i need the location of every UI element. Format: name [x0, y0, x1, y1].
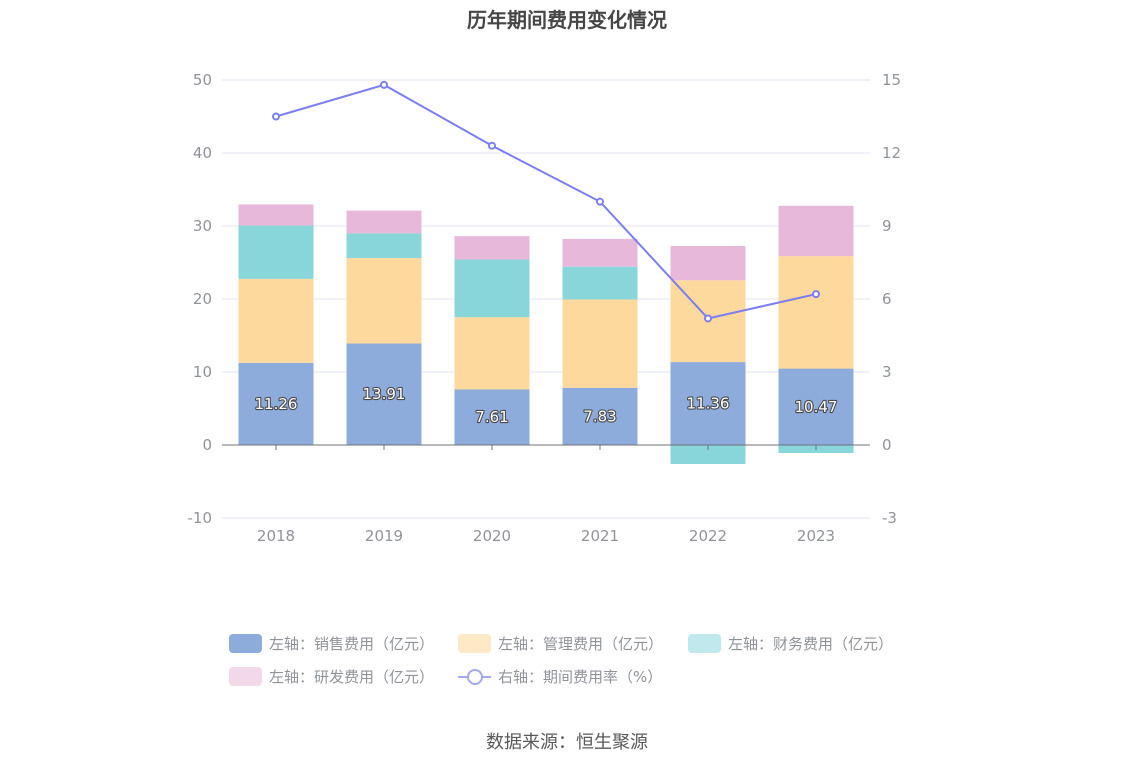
- right-tick-label: 6: [882, 290, 892, 308]
- rate-point: [488, 141, 496, 150]
- bar-sales-2023: [778, 368, 854, 445]
- legend-swatch-sales: [229, 633, 262, 653]
- x-tick-label: 2020: [473, 527, 511, 545]
- legend-line-marker-icon: [458, 667, 491, 686]
- bar-rd-2022: [670, 246, 746, 281]
- left-tick-label: 50: [193, 71, 212, 89]
- legend-label-finance: 左轴：财务费用（亿元）: [728, 634, 894, 653]
- right-tick-label: 9: [882, 217, 892, 235]
- x-axis: [222, 444, 870, 450]
- bar-sales-2022: [670, 362, 746, 445]
- bar-finance-2018: [238, 225, 314, 279]
- rate-line: [272, 80, 820, 323]
- legend-swatch-admin: [458, 633, 491, 653]
- x-tick-label: 2021: [581, 527, 619, 545]
- legend-label-rd: 左轴：研发费用（亿元）: [269, 667, 435, 686]
- legend-swatch-finance: [688, 633, 721, 653]
- legend-item-rd[interactable]: 左轴：研发费用（亿元）: [229, 663, 434, 689]
- gridlines: [222, 79, 870, 519]
- x-tick-label: 2022: [689, 527, 727, 545]
- left-tick-label: 0: [202, 436, 212, 454]
- tick-labels: -10 0 10 20 30 40 50 -3 0 3 6 9 12 15 2018 2019 2020 2021…: [188, 71, 902, 545]
- bar-admin-2018: [238, 278, 314, 363]
- data-label-sales: 11.26: [255, 395, 298, 413]
- bar-admin-2023: [778, 256, 854, 369]
- left-tick-label: -10: [188, 509, 213, 527]
- data-label-sales: 7.83: [583, 407, 616, 425]
- bar-rd-2018: [238, 204, 314, 226]
- bar-admin-2021: [562, 299, 638, 388]
- bar-rd-2020: [454, 236, 530, 260]
- legend-swatch-rd: [229, 666, 262, 686]
- right-tick-label: 15: [882, 71, 901, 89]
- right-tick-label: 3: [882, 363, 892, 381]
- left-tick-label: 20: [193, 290, 212, 308]
- bar-rd-2021: [562, 238, 638, 267]
- legend-item-rate[interactable]: 右轴：期间费用率（%）: [458, 663, 662, 689]
- rate-point: [812, 290, 820, 299]
- right-tick-label: 12: [882, 144, 901, 162]
- legend-item-finance[interactable]: 左轴：财务费用（亿元）: [688, 630, 893, 656]
- bar-sales-2019: [346, 343, 422, 445]
- bar-finance-2022: [670, 445, 746, 464]
- bar-sales-2021: [562, 387, 638, 445]
- bar-labels: 11.26 13.91 7.61 7.83 11.36 10.47: [253, 384, 838, 427]
- left-tick-label: 40: [193, 144, 212, 162]
- bar-rd-2019: [346, 210, 422, 234]
- legend-item-sales[interactable]: 左轴：销售费用（亿元）: [229, 630, 434, 656]
- rate-point: [380, 80, 388, 89]
- left-tick-label: 30: [193, 217, 212, 235]
- data-label-sales: 11.36: [687, 395, 730, 413]
- bar-finance-2019: [346, 233, 422, 259]
- bar-finance-2020: [454, 259, 530, 318]
- bar-finance-2021: [562, 266, 638, 300]
- bar-admin-2019: [346, 258, 422, 344]
- chart-title: 历年期间费用变化情况: [467, 8, 667, 32]
- rate-point: [596, 197, 604, 206]
- x-tick-label: 2019: [365, 527, 403, 545]
- source-note: 数据来源：恒生聚源: [486, 732, 648, 753]
- bar-sales-2018: [238, 362, 314, 445]
- bar-rd-2023: [778, 205, 854, 257]
- legend-label-admin: 左轴：管理费用（亿元）: [498, 634, 664, 653]
- data-label-sales: 13.91: [363, 385, 406, 403]
- x-tick-label: 2023: [797, 527, 835, 545]
- rate-series-line: [275, 83, 817, 320]
- bar-admin-2020: [454, 317, 530, 390]
- legend-label-sales: 左轴：销售费用（亿元）: [269, 634, 435, 653]
- rate-point: [704, 314, 712, 323]
- legend-label-rate: 右轴：期间费用率（%）: [498, 667, 663, 686]
- x-tick-label: 2018: [257, 527, 295, 545]
- right-tick-label: 0: [882, 436, 892, 454]
- rate-point: [272, 112, 280, 121]
- bars: [238, 204, 854, 464]
- bar-sales-2020: [454, 389, 530, 445]
- legend-item-admin[interactable]: 左轴：管理费用（亿元）: [458, 630, 663, 656]
- data-label-sales: 10.47: [795, 398, 838, 416]
- data-label-sales: 7.61: [475, 408, 508, 426]
- right-tick-label: -3: [882, 509, 897, 527]
- left-tick-label: 10: [193, 363, 212, 381]
